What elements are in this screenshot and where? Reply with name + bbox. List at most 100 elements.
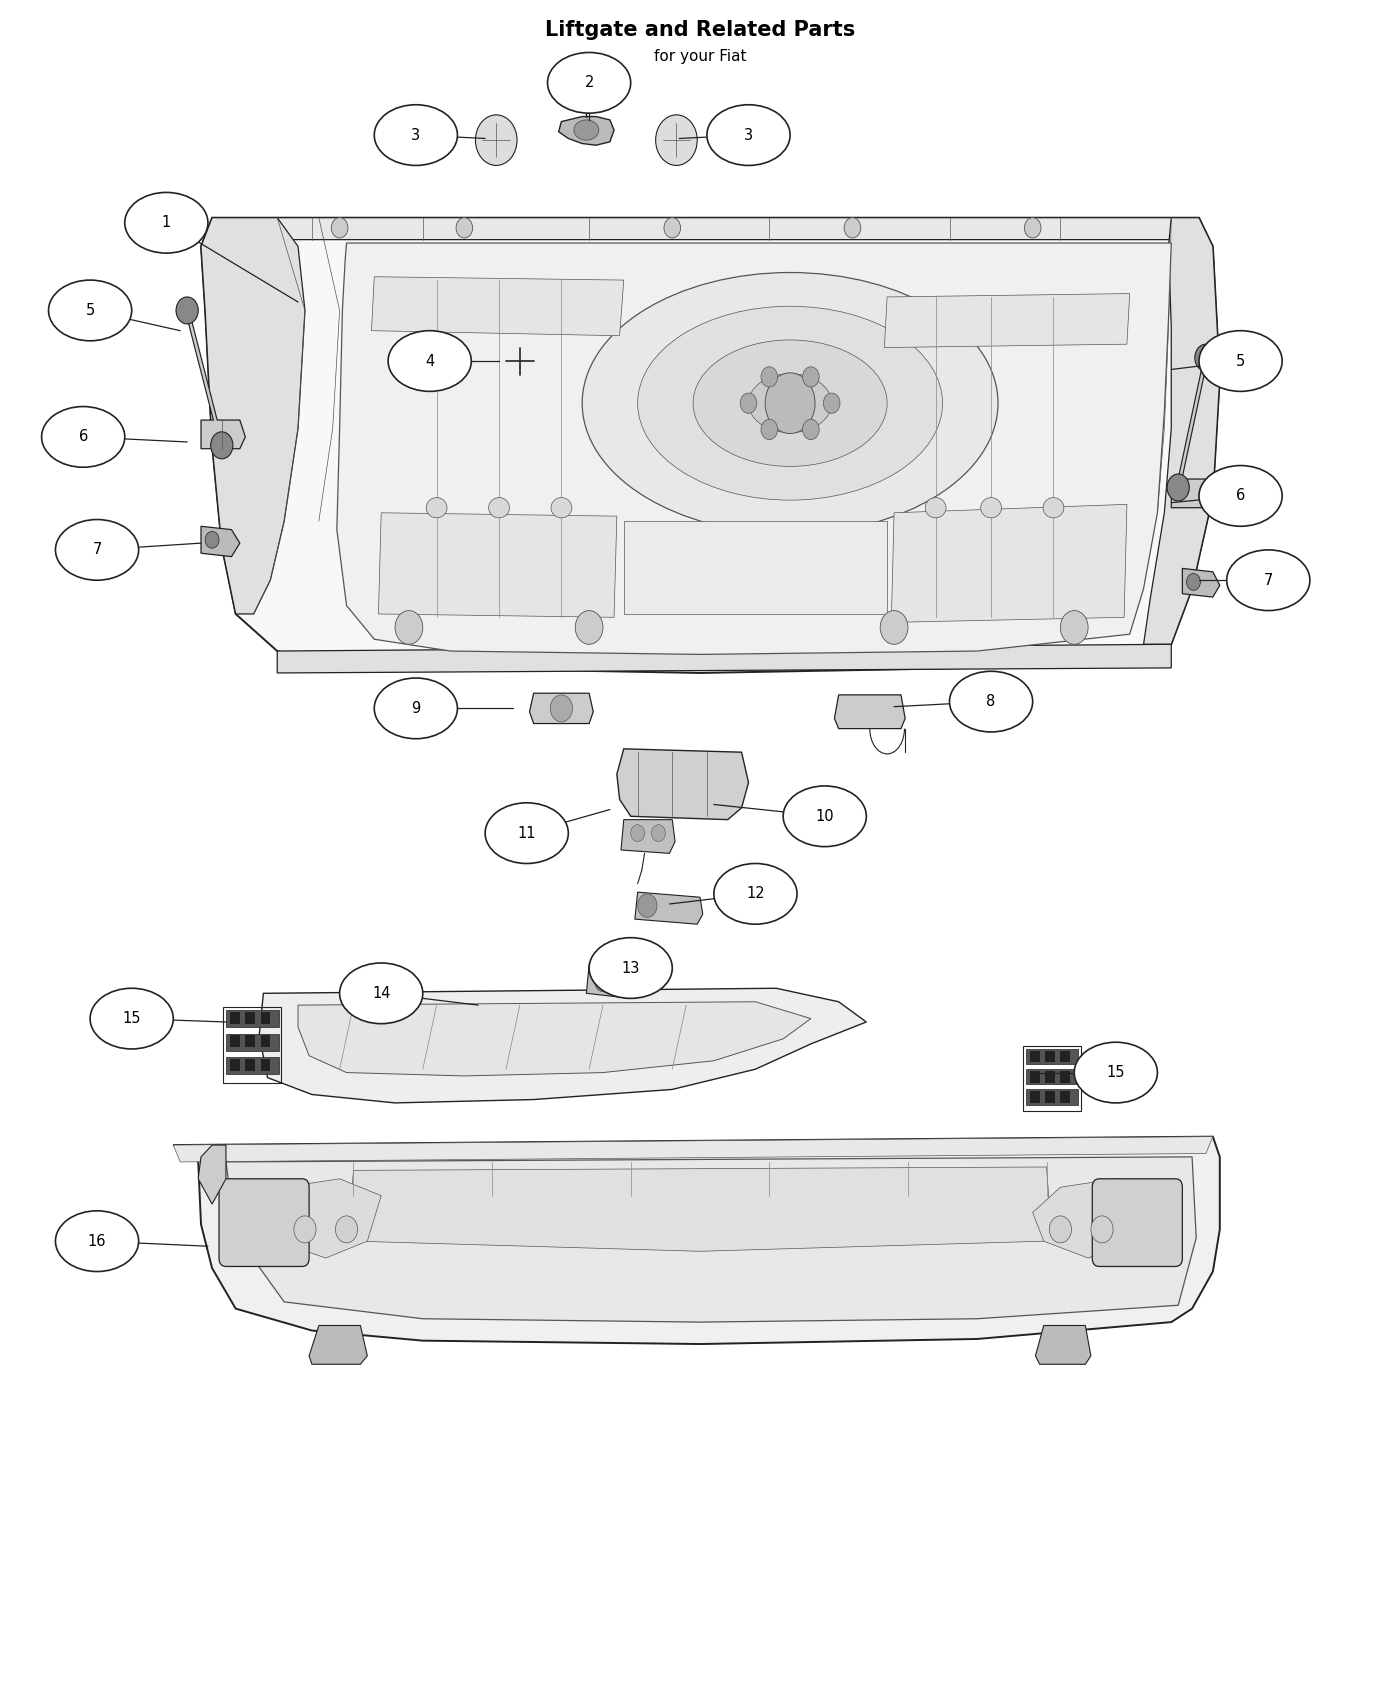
Ellipse shape xyxy=(980,498,1001,518)
Polygon shape xyxy=(1030,1091,1040,1103)
Polygon shape xyxy=(1183,568,1219,597)
Ellipse shape xyxy=(340,962,423,1023)
Polygon shape xyxy=(202,218,1219,673)
Polygon shape xyxy=(624,522,888,614)
Circle shape xyxy=(823,393,840,413)
Text: 5: 5 xyxy=(1236,354,1245,369)
Text: 16: 16 xyxy=(88,1234,106,1250)
Polygon shape xyxy=(225,1057,279,1074)
Text: 6: 6 xyxy=(1236,488,1245,503)
Polygon shape xyxy=(260,1035,270,1047)
Polygon shape xyxy=(221,1158,1196,1323)
Ellipse shape xyxy=(589,938,672,998)
Polygon shape xyxy=(1030,1051,1040,1062)
Polygon shape xyxy=(1046,1051,1054,1062)
Ellipse shape xyxy=(1226,549,1310,610)
Polygon shape xyxy=(1046,1071,1054,1083)
Polygon shape xyxy=(1036,1326,1091,1365)
Polygon shape xyxy=(225,1010,279,1027)
Polygon shape xyxy=(559,117,615,144)
Circle shape xyxy=(762,367,777,388)
Polygon shape xyxy=(260,1059,270,1071)
Polygon shape xyxy=(351,1166,1050,1251)
Polygon shape xyxy=(245,1059,255,1071)
Circle shape xyxy=(881,610,909,644)
Polygon shape xyxy=(1060,1091,1070,1103)
Ellipse shape xyxy=(714,864,797,925)
Polygon shape xyxy=(245,1035,255,1047)
Ellipse shape xyxy=(949,672,1033,733)
Ellipse shape xyxy=(489,498,510,518)
Polygon shape xyxy=(225,1034,279,1051)
Text: 6: 6 xyxy=(78,430,88,444)
Ellipse shape xyxy=(783,785,867,847)
Polygon shape xyxy=(298,1001,811,1076)
Text: 14: 14 xyxy=(372,986,391,1001)
Circle shape xyxy=(206,532,218,547)
Ellipse shape xyxy=(1043,498,1064,518)
Circle shape xyxy=(617,971,633,991)
Polygon shape xyxy=(892,505,1127,622)
Polygon shape xyxy=(634,892,703,925)
Circle shape xyxy=(294,1216,316,1243)
Circle shape xyxy=(476,116,517,165)
Circle shape xyxy=(762,420,777,440)
Ellipse shape xyxy=(749,374,832,434)
Polygon shape xyxy=(230,1035,239,1047)
Ellipse shape xyxy=(552,498,571,518)
Ellipse shape xyxy=(925,498,946,518)
Circle shape xyxy=(395,610,423,644)
Circle shape xyxy=(664,218,680,238)
Text: 5: 5 xyxy=(85,303,95,318)
Circle shape xyxy=(595,971,612,991)
Circle shape xyxy=(1168,474,1189,502)
Ellipse shape xyxy=(90,988,174,1049)
Text: 15: 15 xyxy=(122,1012,141,1027)
Ellipse shape xyxy=(582,272,998,534)
Circle shape xyxy=(1025,218,1042,238)
Polygon shape xyxy=(202,420,245,449)
Ellipse shape xyxy=(707,105,790,165)
Ellipse shape xyxy=(56,520,139,580)
Ellipse shape xyxy=(1074,1042,1158,1103)
Text: 10: 10 xyxy=(815,809,834,824)
Circle shape xyxy=(550,695,573,722)
Ellipse shape xyxy=(693,340,888,466)
Circle shape xyxy=(1187,573,1200,590)
Polygon shape xyxy=(529,694,594,724)
Text: for your Fiat: for your Fiat xyxy=(654,49,746,65)
Polygon shape xyxy=(259,988,867,1103)
Circle shape xyxy=(802,420,819,440)
Polygon shape xyxy=(622,819,675,853)
Circle shape xyxy=(1091,1216,1113,1243)
Polygon shape xyxy=(174,1137,1212,1161)
Polygon shape xyxy=(260,1012,270,1023)
Polygon shape xyxy=(202,218,305,614)
Circle shape xyxy=(1050,1216,1071,1243)
Polygon shape xyxy=(1030,1071,1040,1083)
Polygon shape xyxy=(277,644,1172,673)
Polygon shape xyxy=(230,1012,239,1023)
Polygon shape xyxy=(211,218,1198,240)
Text: 7: 7 xyxy=(1264,573,1273,588)
Text: Liftgate and Related Parts: Liftgate and Related Parts xyxy=(545,20,855,41)
Circle shape xyxy=(211,432,232,459)
Polygon shape xyxy=(1144,218,1219,644)
Circle shape xyxy=(575,610,603,644)
Ellipse shape xyxy=(637,306,942,500)
Ellipse shape xyxy=(42,406,125,468)
Ellipse shape xyxy=(1198,332,1282,391)
Circle shape xyxy=(332,218,349,238)
Ellipse shape xyxy=(49,280,132,340)
Circle shape xyxy=(1194,343,1217,371)
Circle shape xyxy=(741,393,757,413)
Text: 12: 12 xyxy=(746,886,764,901)
Text: 8: 8 xyxy=(987,694,995,709)
Ellipse shape xyxy=(547,53,630,114)
Circle shape xyxy=(844,218,861,238)
Polygon shape xyxy=(1060,1071,1070,1083)
Polygon shape xyxy=(199,1146,225,1204)
Ellipse shape xyxy=(374,678,458,740)
Ellipse shape xyxy=(1198,466,1282,527)
Polygon shape xyxy=(245,1012,255,1023)
